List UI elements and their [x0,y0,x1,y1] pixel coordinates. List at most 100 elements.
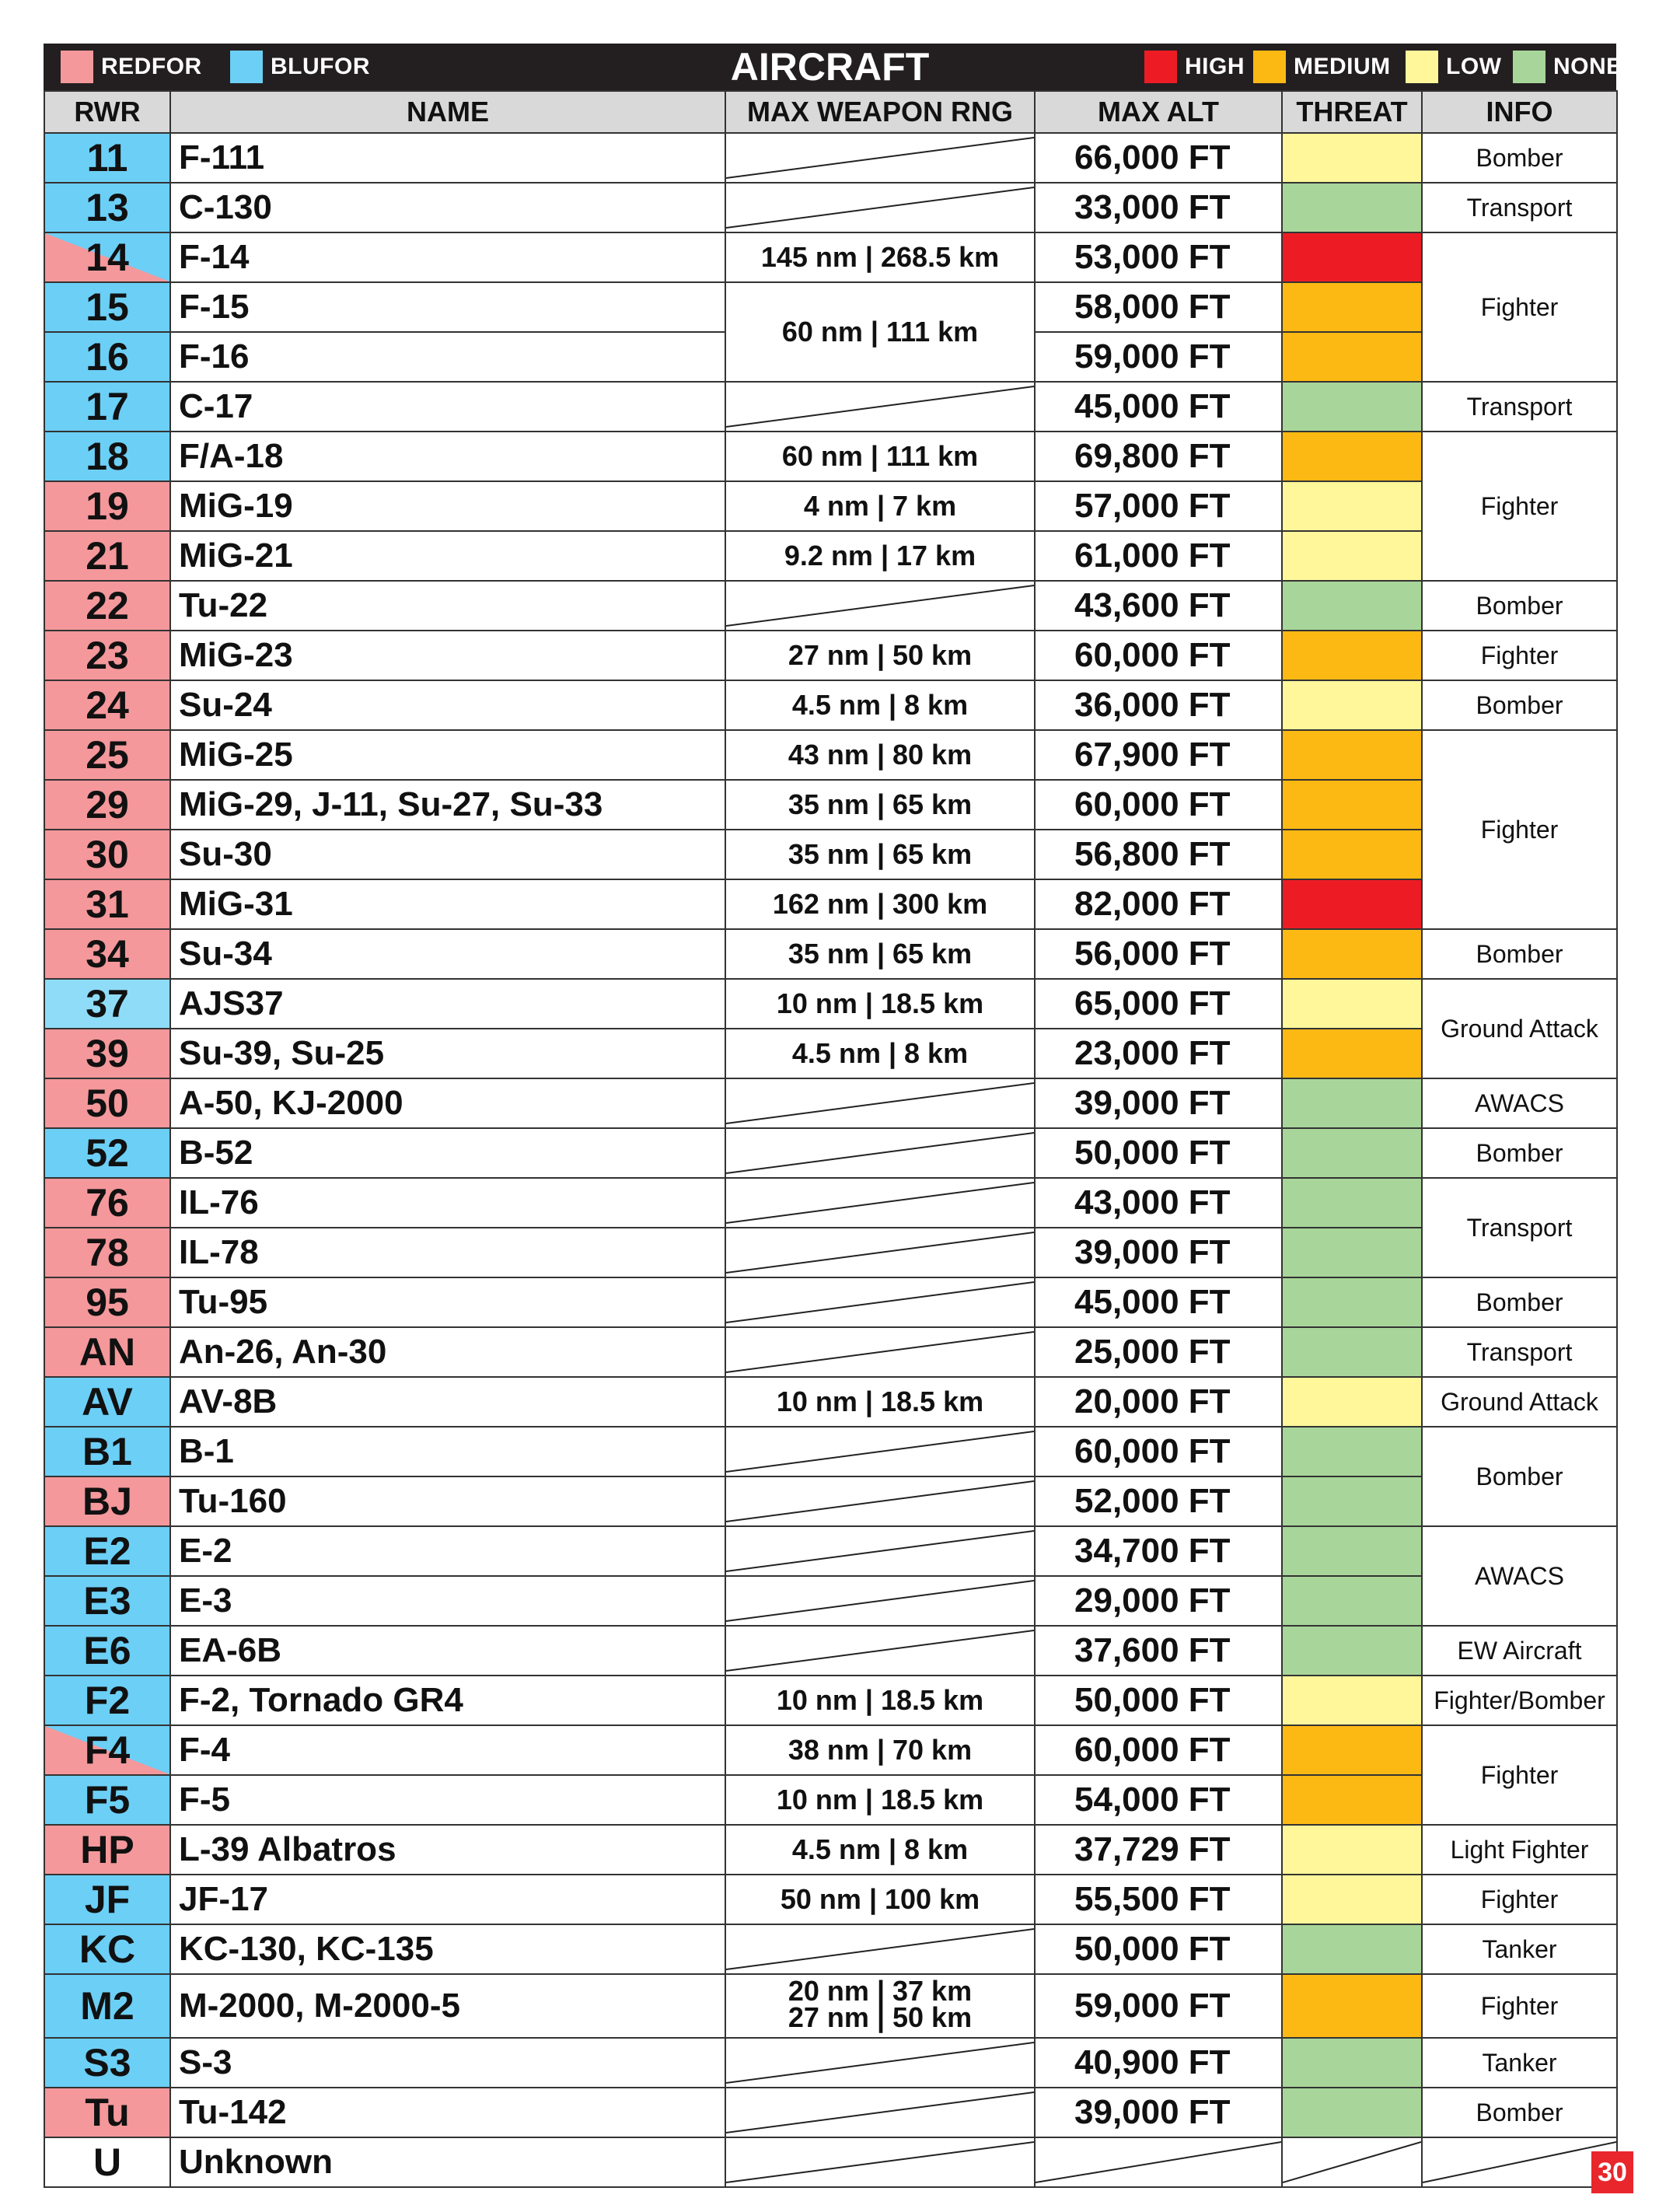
rwr-code: 11 [44,132,171,183]
aircraft-role: Transport [1421,381,1618,432]
empty-cell-slash [726,1477,1034,1525]
aircraft-name: E-2 [169,1525,726,1577]
aircraft-name: C-130 [169,182,726,233]
table-row: 15 F-15 60 nm | 111 km 58,000 FT [44,281,1617,383]
table-row: 25 MiG-25 43 nm | 80 km 67,900 FT Fighter [44,729,1618,930]
max-altitude: 34,700 FT [1034,1525,1283,1577]
page-title: AIRCRAFT [730,45,930,89]
threat-level [1281,182,1423,233]
aircraft-name: Su-30 [169,829,726,880]
aircraft-name: JF-17 [169,1874,726,1925]
empty-cell-slash [726,1925,1034,1973]
max-altitude: 50,000 FT [1034,1924,1283,1975]
rwr-code: F4 [44,1725,171,1776]
empty-cell-slash [726,2138,1034,2186]
rwr-code: 37 [44,978,171,1029]
threat-level [1281,331,1423,383]
aircraft-name: MiG-19 [169,480,726,532]
legend-low-label: LOW [1446,54,1502,79]
max-weapon-range [725,2037,1036,2088]
rwr-code: 22 [44,580,171,631]
rwr-code: 34 [44,928,171,980]
max-altitude: 39,000 FT [1034,1227,1283,1278]
max-altitude: 56,000 FT [1034,928,1283,980]
aircraft-name: IL-78 [169,1227,726,1278]
max-weapon-range [725,182,1036,233]
aircraft-role: Fighter/Bomber [1421,1675,1618,1726]
threat-level [1281,132,1423,183]
aircraft-role: Fighter [1421,232,1618,383]
table-row: KC KC-130, KC-135 50,000 FT Tanker [44,1924,1618,1975]
max-altitude: 60,000 FT [1034,1426,1283,1477]
max-altitude: 37,729 FT [1034,1824,1283,1875]
threat-level [1281,1824,1423,1875]
rwr-code: 31 [44,879,171,930]
max-altitude: 55,500 FT [1034,1874,1283,1925]
max-weapon-range [725,1426,1036,1477]
aircraft-role: Ground Attack [1421,978,1618,1079]
legend-medium: MEDIUM [1253,51,1391,83]
threat-level [1281,1575,1423,1627]
table-row: E6 EA-6B 37,600 FT EW Aircraft [44,1625,1618,1676]
max-altitude: 69,800 FT [1034,431,1283,482]
threat-level [1281,630,1423,681]
header-rwr: RWR [44,90,171,134]
table-row: 31 MiG-31 162 nm | 300 km 82,000 FT [44,879,1617,930]
rwr-code: 19 [44,480,171,532]
rwr-code: 16 [44,331,171,383]
empty-cell-slash [726,1278,1034,1326]
aircraft-role: Transport [1421,1326,1618,1378]
legend-blufor-label: BLUFOR [271,54,370,79]
threat-level [1281,2037,1423,2088]
max-weapon-range: 4.5 nm | 8 km [725,680,1036,731]
aircraft-role: Fighter [1421,729,1618,930]
aircraft-role: AWACS [1421,1525,1618,1627]
rwr-code: 50 [44,1078,171,1129]
threat-level [1281,1725,1423,1776]
max-weapon-range [725,1078,1036,1129]
table-row: 16 F-16 59,000 FT [44,331,1617,383]
aircraft-name: IL-76 [169,1177,726,1228]
rwr-code: 17 [44,381,171,432]
aircraft-name: S-3 [169,2037,726,2088]
empty-cell-slash [726,2088,1034,2137]
max-altitude: 56,800 FT [1034,829,1283,880]
max-weapon-range: 10 nm | 18.5 km [725,978,1036,1029]
aircraft-name: F-5 [169,1774,726,1826]
threat-level [1281,879,1423,930]
threat-level [1281,1774,1423,1826]
max-altitude: 39,000 FT [1034,1078,1283,1129]
legend-redfor-label: REDFOR [101,54,202,79]
threat-level [1281,829,1423,880]
rwr-code: E6 [44,1625,171,1676]
table-row: 30 Su-30 35 nm | 65 km 56,800 FT [44,829,1617,880]
empty-cell-slash [726,582,1034,630]
table-row: 13 C-130 33,000 FT Transport [44,182,1618,233]
rwr-code: U [44,2137,171,2188]
table-row: U Unknown [44,2137,1618,2188]
rwr-code: F2 [44,1675,171,1726]
medium-swatch [1253,51,1286,83]
rwr-code: 15 [44,281,171,333]
threat-level [1281,1376,1423,1427]
max-weapon-range [725,1277,1036,1328]
legend-blufor: BLUFOR [230,51,370,83]
rwr-code: 25 [44,729,171,781]
aircraft-name: F-2, Tornado GR4 [169,1675,726,1726]
aircraft-name: A-50, KJ-2000 [169,1078,726,1129]
rwr-code: 14 [44,232,171,283]
max-weapon-range: 60 nm | 111 km [725,281,1036,383]
max-weapon-range [725,1525,1036,1577]
empty-cell-slash [726,1577,1034,1625]
rwr-code: JF [44,1874,171,1925]
aircraft-name: Tu-22 [169,580,726,631]
aircraft-name: Tu-95 [169,1277,726,1328]
max-weapon-range [725,2137,1036,2188]
aircraft-name: KC-130, KC-135 [169,1924,726,1975]
aircraft-name: F-111 [169,132,726,183]
max-altitude: 65,000 FT [1034,978,1283,1029]
max-altitude: 58,000 FT [1034,281,1283,333]
aircraft-name: AV-8B [169,1376,726,1427]
max-altitude: 60,000 FT [1034,779,1283,830]
table-row: 24 Su-24 4.5 nm | 8 km 36,000 FT Bomber [44,680,1618,731]
